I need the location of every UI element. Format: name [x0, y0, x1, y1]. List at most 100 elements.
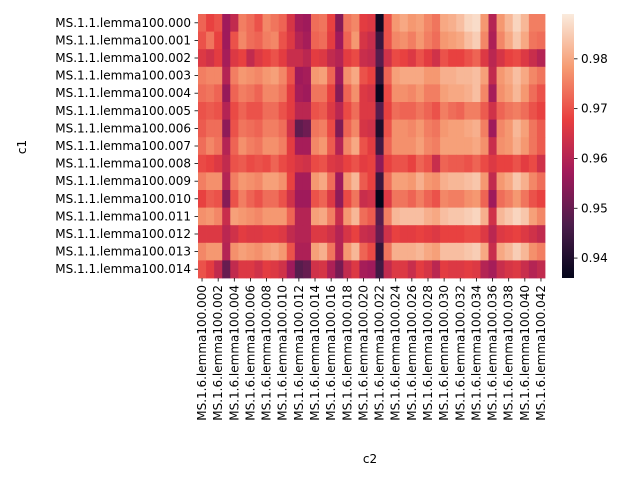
- heatmap-cell: [367, 190, 376, 208]
- heatmap-cell: [351, 137, 360, 156]
- heatmap-cell: [206, 66, 215, 85]
- heatmap-cell: [480, 102, 489, 120]
- heatmap-cell: [310, 207, 320, 226]
- heatmap-cell: [198, 154, 207, 173]
- heatmap-cell: [375, 49, 384, 68]
- heatmap-cell: [432, 14, 441, 32]
- heatmap-cell: [335, 225, 344, 244]
- heatmap-cell: [528, 66, 538, 85]
- heatmap-cell: [480, 172, 489, 191]
- heatmap-cell: [496, 14, 506, 32]
- heatmap-cell: [407, 225, 417, 244]
- heatmap-cell: [327, 119, 336, 138]
- heatmap-cell: [310, 31, 320, 50]
- heatmap-cell: [319, 137, 328, 156]
- heatmap-cell: [448, 31, 457, 50]
- heatmap-cell: [230, 190, 239, 208]
- heatmap-cell: [206, 84, 215, 103]
- heatmap-cell: [440, 190, 449, 208]
- heatmap-cell: [286, 119, 296, 138]
- y-tick-label: MS.1.1.lemma100.002: [55, 51, 191, 65]
- heatmap-cell: [440, 154, 449, 173]
- heatmap-cell: [310, 172, 320, 191]
- heatmap-cell: [270, 207, 280, 226]
- heatmap-cell: [383, 31, 393, 50]
- heatmap-cell: [512, 172, 522, 191]
- heatmap-cell: [472, 119, 481, 138]
- heatmap-cell: [343, 260, 352, 279]
- heatmap-cell: [440, 207, 449, 226]
- heatmap-cell: [520, 225, 530, 244]
- heatmap-cell: [456, 102, 465, 120]
- heatmap-cell: [319, 225, 328, 244]
- heatmap-cell: [375, 225, 384, 244]
- heatmap-cell: [423, 66, 433, 85]
- heatmap-cell: [206, 154, 215, 173]
- heatmap-cell: [359, 172, 368, 191]
- heatmap-cell: [254, 31, 263, 50]
- heatmap-cell: [319, 207, 328, 226]
- x-tick-label: MS.1.6.lemma100.042: [534, 285, 548, 421]
- x-tick-label: MS.1.6.lemma100.014: [308, 285, 322, 421]
- heatmap-cell: [302, 260, 312, 279]
- heatmap-cell: [254, 154, 263, 173]
- heatmap-cell: [238, 225, 247, 244]
- heatmap-cell: [302, 242, 312, 261]
- heatmap-cell: [198, 207, 207, 226]
- heatmap-cell: [520, 172, 530, 191]
- heatmap-cell: [254, 242, 263, 261]
- heatmap-cell: [294, 225, 304, 244]
- heatmap-cell: [375, 31, 384, 50]
- heatmap-cell: [496, 119, 506, 138]
- heatmap-cell: [319, 119, 328, 138]
- heatmap-cell: [375, 172, 384, 191]
- heatmap-cell: [238, 172, 247, 191]
- x-tick-label: MS.1.6.lemma100.004: [227, 285, 241, 421]
- heatmap-cell: [480, 207, 489, 226]
- y-tick-label: MS.1.1.lemma100.013: [55, 245, 191, 259]
- heatmap-cell: [440, 172, 449, 191]
- heatmap-cell: [270, 66, 280, 85]
- heatmap-cell: [407, 84, 417, 103]
- heatmap-cell: [472, 102, 481, 120]
- heatmap-cell: [351, 190, 360, 208]
- heatmap-cell: [286, 137, 296, 156]
- heatmap-cell: [286, 207, 296, 226]
- heatmap-cell: [448, 14, 457, 32]
- heatmap-cell: [198, 84, 207, 103]
- y-tick-label: MS.1.1.lemma100.000: [55, 16, 191, 30]
- heatmap-cell: [423, 49, 433, 68]
- heatmap-cell: [432, 207, 441, 226]
- heatmap-cell: [359, 242, 368, 261]
- heatmap-cell: [391, 84, 401, 103]
- heatmap-cell: [407, 207, 417, 226]
- heatmap-cell: [278, 172, 288, 191]
- y-tick-label: MS.1.1.lemma100.012: [55, 227, 191, 241]
- heatmap-cell: [496, 190, 506, 208]
- heatmap-cell: [319, 31, 328, 50]
- heatmap-cell: [351, 242, 360, 261]
- heatmap-cell: [286, 154, 296, 173]
- heatmap-cell: [456, 207, 465, 226]
- heatmap-cell: [286, 172, 296, 191]
- heatmap-cell: [464, 172, 473, 191]
- heatmap-cell: [423, 242, 433, 261]
- heatmap-cell: [327, 172, 336, 191]
- heatmap-cell: [391, 66, 401, 85]
- heatmap-cell: [536, 49, 546, 68]
- heatmap-cell: [432, 49, 441, 68]
- heatmap-cell: [528, 260, 538, 279]
- y-axis-label: c1: [15, 140, 29, 154]
- heatmap-cell: [278, 260, 288, 279]
- heatmap-cell: [214, 242, 223, 261]
- heatmap-cell: [230, 84, 239, 103]
- heatmap-cell: [270, 242, 280, 261]
- x-tick-label: MS.1.6.lemma100.024: [389, 285, 403, 421]
- heatmap-cell: [359, 49, 368, 68]
- heatmap-cell: [278, 31, 288, 50]
- heatmap-cell: [367, 225, 376, 244]
- heatmap-cell: [335, 84, 344, 103]
- colorbar: [562, 14, 574, 278]
- heatmap-cell: [488, 190, 497, 208]
- heatmap-cell: [294, 154, 304, 173]
